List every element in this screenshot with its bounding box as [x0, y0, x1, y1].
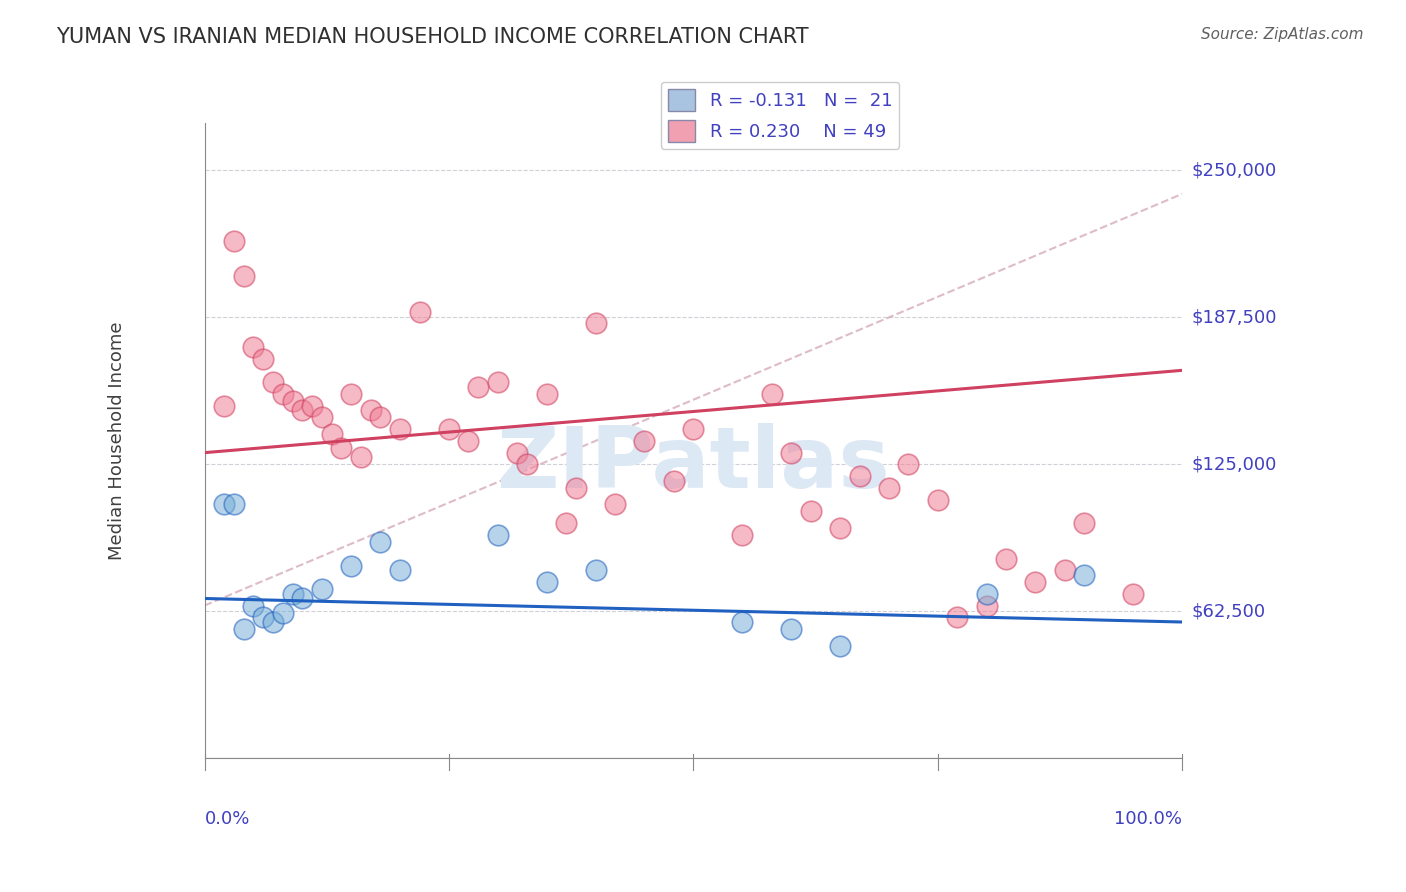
- Point: [281, 393, 304, 408]
- Point: [252, 610, 274, 624]
- Point: [800, 504, 823, 518]
- Point: [565, 481, 588, 495]
- Point: [252, 351, 274, 366]
- Point: [437, 422, 460, 436]
- Text: 0.0%: 0.0%: [204, 810, 250, 828]
- Point: [585, 316, 607, 330]
- Point: [262, 615, 284, 629]
- Point: [1073, 516, 1095, 531]
- Point: [389, 422, 412, 436]
- Text: 100.0%: 100.0%: [1114, 810, 1182, 828]
- Text: YUMAN VS IRANIAN MEDIAN HOUSEHOLD INCOME CORRELATION CHART: YUMAN VS IRANIAN MEDIAN HOUSEHOLD INCOME…: [56, 27, 808, 46]
- Point: [311, 410, 333, 425]
- Legend: R = -0.131   N =  21, R = 0.230    N = 49: R = -0.131 N = 21, R = 0.230 N = 49: [661, 81, 900, 149]
- Point: [330, 441, 353, 455]
- Point: [976, 599, 998, 613]
- Text: $187,500: $187,500: [1192, 309, 1278, 326]
- Text: $250,000: $250,000: [1192, 161, 1277, 179]
- Point: [242, 340, 264, 354]
- Point: [222, 497, 245, 511]
- Point: [262, 375, 284, 389]
- Point: [1122, 587, 1144, 601]
- Point: [731, 615, 754, 629]
- Point: [585, 563, 607, 577]
- Point: [761, 387, 783, 401]
- Point: [467, 380, 489, 394]
- Point: [877, 481, 900, 495]
- Point: [271, 606, 294, 620]
- Point: [360, 403, 382, 417]
- Point: [340, 387, 363, 401]
- Point: [389, 563, 412, 577]
- Point: [976, 587, 998, 601]
- Point: [516, 458, 538, 472]
- Point: [1053, 563, 1076, 577]
- Point: [897, 458, 920, 472]
- Point: [301, 399, 323, 413]
- Point: [291, 591, 314, 606]
- Point: [486, 375, 509, 389]
- Point: [506, 445, 529, 459]
- Point: [350, 450, 373, 465]
- Point: [242, 599, 264, 613]
- Point: [457, 434, 479, 448]
- Point: [603, 497, 626, 511]
- Point: [340, 558, 363, 573]
- Point: [731, 528, 754, 542]
- Point: [222, 234, 245, 248]
- Point: [946, 610, 969, 624]
- Point: [536, 387, 558, 401]
- Point: [311, 582, 333, 596]
- Text: $125,000: $125,000: [1192, 456, 1277, 474]
- Point: [828, 639, 851, 653]
- Point: [212, 399, 235, 413]
- Text: ZIPatlas: ZIPatlas: [496, 423, 890, 506]
- Point: [848, 469, 870, 483]
- Point: [408, 304, 430, 318]
- Point: [995, 551, 1018, 566]
- Point: [1073, 568, 1095, 582]
- Point: [536, 574, 558, 589]
- Point: [370, 410, 392, 425]
- Point: [370, 535, 392, 549]
- Point: [780, 622, 803, 636]
- Point: [927, 492, 949, 507]
- Point: [321, 426, 343, 441]
- Text: Median Household Income: Median Household Income: [108, 322, 127, 560]
- Point: [633, 434, 655, 448]
- Point: [281, 587, 304, 601]
- Point: [555, 516, 578, 531]
- Point: [212, 497, 235, 511]
- Text: $62,500: $62,500: [1192, 602, 1265, 621]
- Point: [232, 622, 254, 636]
- Point: [486, 528, 509, 542]
- Point: [291, 403, 314, 417]
- Point: [271, 387, 294, 401]
- Point: [662, 474, 685, 488]
- Point: [1024, 574, 1046, 589]
- Point: [828, 521, 851, 535]
- Point: [780, 445, 803, 459]
- Text: Source: ZipAtlas.com: Source: ZipAtlas.com: [1201, 27, 1364, 42]
- Point: [232, 269, 254, 284]
- Point: [682, 422, 704, 436]
